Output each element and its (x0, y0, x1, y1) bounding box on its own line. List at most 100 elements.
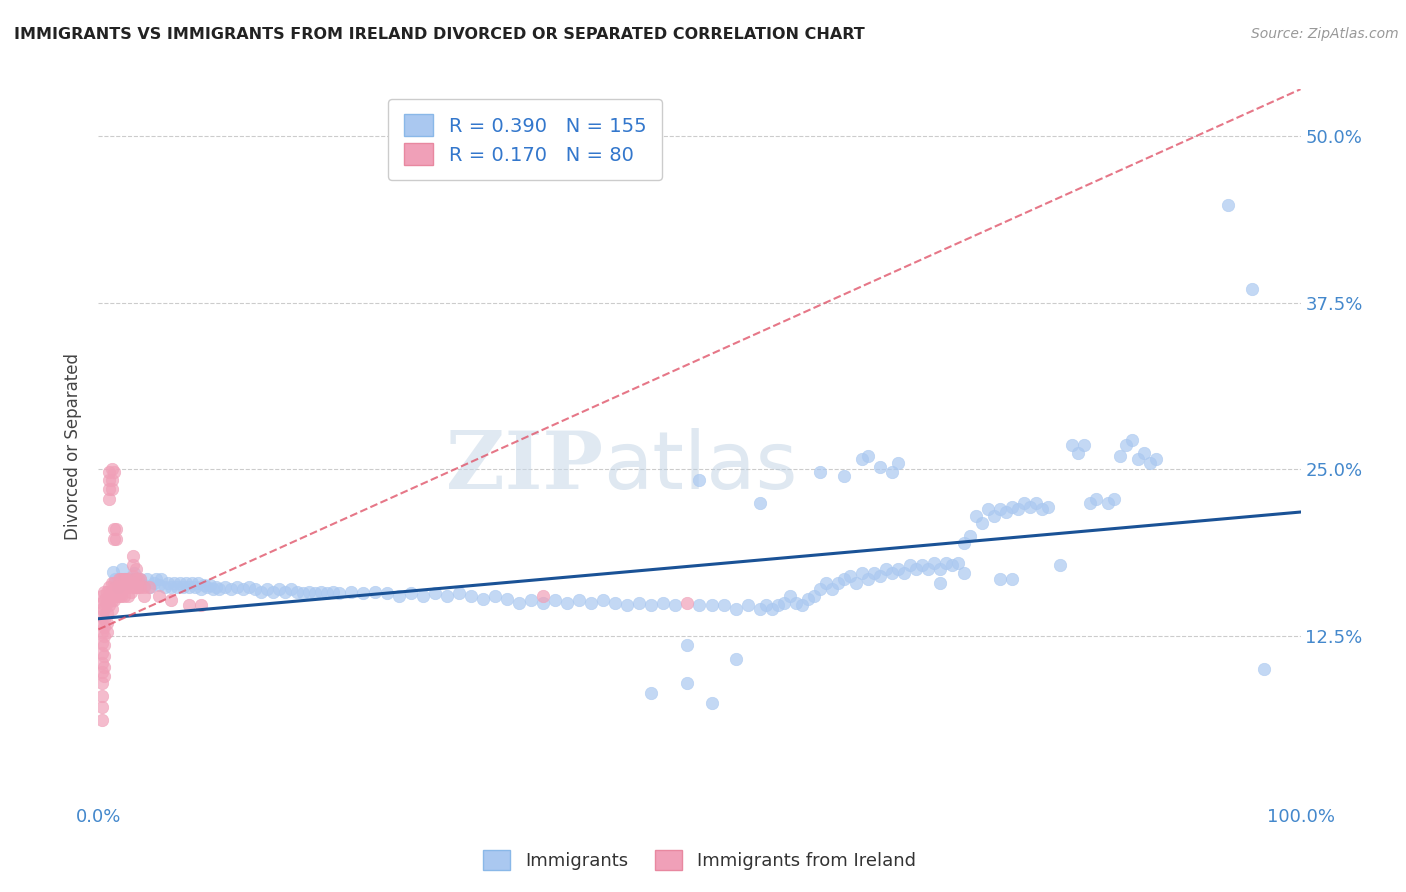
Point (159, 580, 181, 594)
Point (121, 572, 143, 586)
Point (100, 585, 122, 599)
Point (772, 596, 794, 610)
Point (129, 580, 152, 594)
Point (98, 599, 121, 613)
Point (352, 586, 374, 600)
Point (1049, 558, 1071, 573)
Point (124, 566, 146, 581)
Point (790, 599, 813, 613)
Point (267, 582, 290, 597)
Point (911, 558, 934, 573)
Point (91, 596, 114, 610)
Point (941, 558, 963, 573)
Point (935, 556, 957, 570)
Point (93, 593, 115, 607)
Point (132, 589, 155, 603)
Point (616, 599, 638, 613)
Text: IMMIGRANTS VS IMMIGRANTS FROM IRELAND DIVORCED OR SEPARATED CORRELATION CHART: IMMIGRANTS VS IMMIGRANTS FROM IRELAND DI… (14, 27, 865, 42)
Point (436, 589, 458, 603)
Point (808, 582, 831, 597)
Point (862, 566, 884, 581)
Point (193, 578, 215, 592)
Point (122, 580, 145, 594)
Point (201, 582, 224, 597)
Point (91, 689, 114, 703)
Point (1073, 438, 1095, 452)
Point (298, 585, 321, 599)
Point (195, 580, 218, 594)
Point (177, 580, 200, 594)
Point (309, 585, 332, 599)
Point (125, 580, 148, 594)
Point (322, 585, 344, 599)
Point (887, 456, 910, 470)
Point (93, 629, 115, 643)
Point (983, 509, 1005, 524)
Point (219, 582, 242, 597)
Text: ZIP: ZIP (446, 428, 603, 507)
Point (125, 575, 148, 590)
Point (766, 599, 789, 613)
Point (91, 699, 114, 714)
Point (700, 696, 723, 710)
Point (105, 522, 128, 536)
Point (169, 575, 191, 590)
Point (748, 496, 770, 510)
Point (531, 589, 554, 603)
Point (114, 572, 136, 586)
Point (93, 649, 115, 664)
Point (98, 483, 121, 497)
Point (676, 639, 699, 653)
Point (103, 575, 125, 590)
Point (664, 599, 686, 613)
Point (995, 505, 1018, 519)
Point (737, 599, 759, 613)
Point (755, 599, 778, 613)
Point (605, 596, 627, 610)
Point (110, 589, 132, 603)
Point (1085, 491, 1108, 506)
Point (157, 575, 180, 590)
Point (928, 575, 950, 590)
Point (988, 502, 1011, 516)
Point (917, 562, 939, 576)
Point (177, 599, 200, 613)
Point (91, 675, 114, 690)
Point (110, 580, 132, 594)
Point (96, 625, 118, 640)
Point (96, 607, 118, 621)
Point (127, 580, 149, 594)
Point (1025, 496, 1047, 510)
Point (93, 639, 115, 653)
Point (200, 578, 222, 592)
Point (531, 596, 554, 610)
Point (148, 578, 170, 592)
Point (117, 575, 139, 590)
Point (922, 556, 945, 570)
Point (1241, 282, 1264, 296)
Point (98, 465, 121, 479)
Point (1019, 500, 1042, 514)
Point (232, 582, 254, 597)
Point (946, 556, 969, 570)
Point (142, 575, 165, 590)
Point (105, 532, 128, 546)
Point (1012, 496, 1035, 510)
Point (103, 585, 125, 599)
Point (1007, 502, 1029, 516)
Point (117, 572, 139, 586)
Point (460, 589, 482, 603)
Point (238, 580, 260, 594)
Point (1115, 438, 1137, 452)
Text: atlas: atlas (603, 428, 797, 507)
Point (91, 636, 114, 650)
Point (796, 591, 818, 606)
Point (104, 572, 127, 586)
Point (880, 566, 903, 581)
Point (122, 569, 145, 583)
Point (117, 580, 139, 594)
Point (423, 586, 446, 600)
Point (568, 593, 591, 607)
Point (898, 558, 921, 573)
Point (100, 462, 122, 476)
